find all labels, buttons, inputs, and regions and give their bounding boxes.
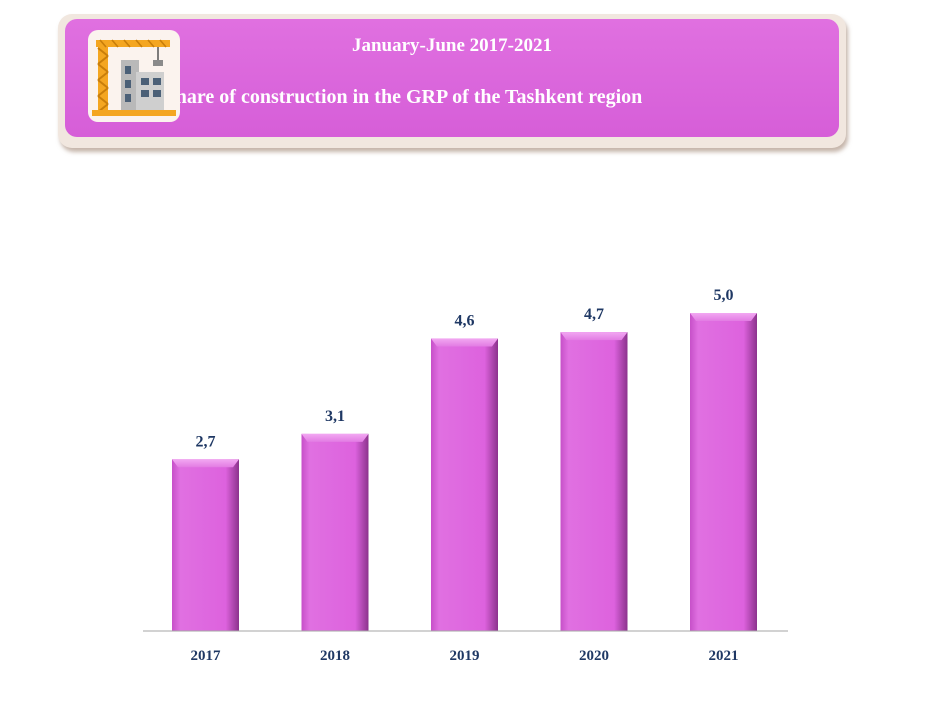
bar-series bbox=[172, 313, 757, 631]
bar-2021 bbox=[690, 313, 757, 631]
x-tick-label-2020: 2020 bbox=[579, 648, 609, 664]
bar-bevel-2018 bbox=[301, 433, 369, 442]
data-label-2018: 3,1 bbox=[325, 408, 345, 425]
bar-2017 bbox=[172, 459, 239, 631]
x-tick-label-2018: 2018 bbox=[320, 648, 350, 664]
bar-bevel-2019 bbox=[431, 338, 498, 347]
chart-title-subject: share of construction in the GRP of the … bbox=[168, 86, 643, 108]
x-tick-label-2017: 2017 bbox=[191, 648, 222, 664]
bar-2019 bbox=[431, 338, 498, 631]
chart-title-period: January-June 2017-2021 bbox=[351, 35, 553, 56]
x-tick-label-2021: 2021 bbox=[709, 648, 739, 664]
construction-crane-icon bbox=[88, 30, 180, 122]
bar-bevel-2021 bbox=[690, 313, 757, 321]
data-label-2021: 5,0 bbox=[714, 287, 734, 304]
bar-bevel-2017 bbox=[172, 459, 239, 468]
bar-bevel-2020 bbox=[560, 332, 628, 341]
data-label-2019: 4,6 bbox=[455, 312, 475, 329]
data-label-2017: 2,7 bbox=[196, 433, 216, 450]
title-banner: January-June 2017-2021 bbox=[65, 19, 839, 137]
x-tick-label-2019: 2019 bbox=[450, 648, 480, 664]
data-label-2020: 4,7 bbox=[584, 306, 604, 323]
bar-2020 bbox=[560, 332, 628, 631]
label-layer: 2,7 2017 3,1 2018 4,6 2019 4,7 2020 5,0 2021 bbox=[191, 287, 739, 664]
bar-2018 bbox=[301, 433, 369, 631]
